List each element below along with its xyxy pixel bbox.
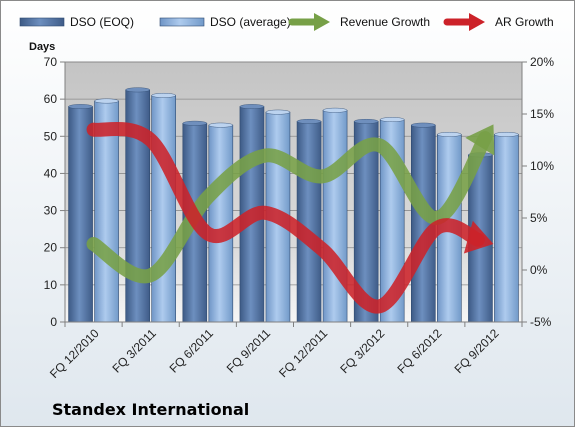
right-tick-label: -5% [530,315,552,329]
bar-dso-average [94,100,119,323]
bar-dso-average [322,109,348,323]
line-layer [86,121,495,314]
bar-dso-average [151,95,176,323]
right-tick-label: 20% [530,55,554,69]
bar-cap [239,104,265,109]
left-tick-label: 30 [44,204,58,218]
bar-cap [151,93,176,98]
bar-cap [353,119,379,124]
bar-layer [68,87,519,323]
bar-dso-eoq [68,106,93,323]
left-axis-title: Days [29,41,55,53]
legend-swatch-arrow [314,13,330,31]
right-tick-label: 0% [530,263,548,277]
right-tick-label: 10% [530,159,554,173]
legend-label: DSO (EOQ) [70,15,134,29]
bar-cap [296,119,322,124]
bar-cap [494,132,519,137]
left-tick-label: 50 [44,129,58,143]
left-tick-label: 60 [44,92,58,106]
bar-dso-eoq [296,121,322,323]
bar-dso-average [494,134,519,323]
left-tick-label: 20 [44,241,58,255]
bar-cap [265,109,291,115]
legend: DSO (EOQ) DSO (average) Revenue Growth AR G… [19,13,554,31]
legend-swatch [19,17,65,27]
bar-cap [94,98,119,104]
bar-cap [437,132,462,137]
company-label: Standex International [52,400,249,419]
bar-cap [208,122,234,128]
bar-cap [125,87,150,93]
revenue-growth-line [86,131,493,284]
right-tick-label: 15% [530,107,554,121]
legend-swatch-arrow [469,13,485,31]
legend-label: AR Growth [495,15,554,29]
bar-cap [68,104,93,109]
bar-cap [182,120,208,126]
left-tick-label: 70 [44,55,58,69]
revenue-growth-arrowhead [465,124,495,156]
left-tick-label: 40 [44,166,58,180]
legend-label: Revenue Growth [340,15,430,29]
legend-swatch [159,17,205,27]
left-tick-label: 0 [50,315,57,329]
bar-cap [322,107,348,113]
right-tick-label: 5% [530,211,548,225]
legend-label: DSO (average) [210,15,291,29]
left-tick-label: 10 [44,278,58,292]
ar-growth-arrowhead [463,220,494,254]
bar-cap [379,117,405,122]
bar-cap [411,122,436,128]
ar-growth-line [86,121,486,314]
